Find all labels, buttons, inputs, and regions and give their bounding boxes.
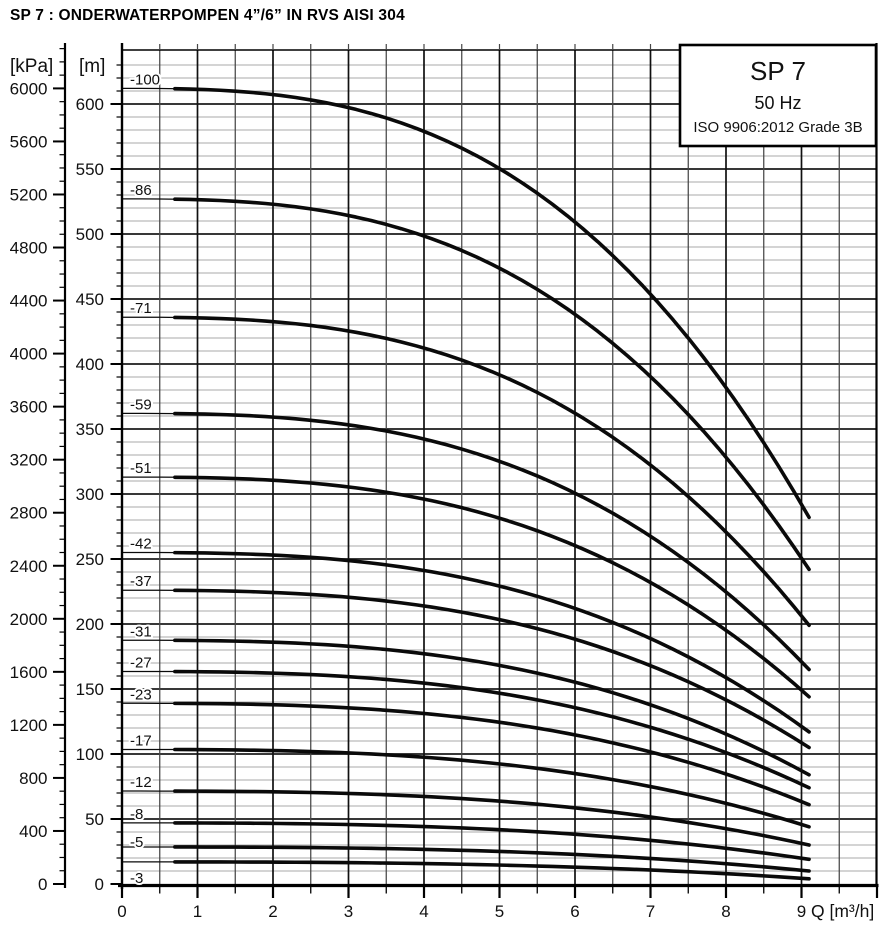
curve-label--12: -12 — [130, 774, 152, 791]
head-tick-label-0: 0 — [95, 875, 104, 894]
tick-labels: 0501001502002503003504004505005506000400… — [10, 79, 807, 921]
pump-curve--12 — [173, 789, 811, 847]
flow-tick-label-0: 0 — [117, 902, 126, 921]
flow-tick-label-5: 5 — [495, 902, 504, 921]
flow-tick-label-8: 8 — [721, 902, 730, 921]
pump-curves — [121, 86, 811, 881]
pressure-axis-unit-label: [kPa] — [10, 56, 53, 77]
pump-curve--59 — [173, 411, 811, 672]
info-box-standard: ISO 9906:2012 Grade 3B — [693, 119, 862, 136]
head-tick-label-200: 200 — [76, 615, 104, 634]
head-tick-label-300: 300 — [76, 485, 104, 504]
flow-tick-label-2: 2 — [268, 902, 277, 921]
curve-label--5: -5 — [130, 834, 143, 851]
head-tick-label-50: 50 — [85, 810, 104, 829]
pump-curve--100 — [173, 86, 811, 520]
info-box-model: SP 7 — [750, 56, 806, 86]
pressure-tick-label-6000: 6000 — [10, 79, 48, 98]
curve-label--37: -37 — [130, 573, 152, 590]
curve-label--59: -59 — [130, 396, 152, 413]
pump-curve--71 — [173, 315, 811, 628]
curve-label--23: -23 — [130, 686, 152, 703]
flow-tick-label-4: 4 — [419, 902, 428, 921]
pump-curve--5 — [173, 845, 811, 873]
pump-curve--31 — [173, 638, 811, 777]
pressure-tick-label-1200: 1200 — [10, 716, 48, 735]
pressure-tick-label-3200: 3200 — [10, 451, 48, 470]
head-tick-label-600: 600 — [76, 95, 104, 114]
head-tick-label-450: 450 — [76, 290, 104, 309]
curve-label--8: -8 — [130, 806, 143, 823]
curve-labels: -100 -86 -71 -59 -51 -42 -37 -31 -27 -23 -17 -12 -8 -… — [128, 69, 162, 889]
pressure-tick-label-2400: 2400 — [10, 557, 48, 576]
head-axis-unit-label: [m] — [79, 56, 105, 77]
pressure-tick-label-4400: 4400 — [10, 292, 48, 311]
axes-and-ticks — [53, 43, 879, 898]
curve-label--3: -3 — [130, 870, 143, 887]
pump-curve--37 — [173, 588, 811, 750]
curve-label--42: -42 — [130, 536, 152, 553]
pressure-tick-label-1600: 1600 — [10, 663, 48, 682]
head-tick-label-100: 100 — [76, 745, 104, 764]
pressure-tick-label-5200: 5200 — [10, 185, 48, 204]
pump-curve--3 — [173, 860, 811, 881]
curve-label--17: -17 — [130, 732, 152, 749]
flow-tick-label-7: 7 — [646, 902, 655, 921]
curve-label--27: -27 — [130, 654, 152, 671]
head-tick-label-500: 500 — [76, 225, 104, 244]
pump-curve--23 — [173, 701, 811, 807]
curve-label--31: -31 — [130, 623, 152, 640]
curve-label--86: -86 — [130, 182, 152, 199]
flow-tick-label-1: 1 — [193, 902, 202, 921]
flow-tick-label-3: 3 — [344, 902, 353, 921]
pressure-tick-label-4800: 4800 — [10, 239, 48, 258]
head-tick-label-400: 400 — [76, 355, 104, 374]
flow-tick-label-9: 9 — [797, 902, 806, 921]
pressure-tick-label-3600: 3600 — [10, 398, 48, 417]
pressure-tick-label-5600: 5600 — [10, 132, 48, 151]
info-box: SP 7 50 Hz ISO 9906:2012 Grade 3B — [678, 43, 878, 148]
curve-label--51: -51 — [130, 460, 152, 477]
flow-axis-unit-label: Q [m³/h] — [811, 901, 874, 921]
pressure-tick-label-4000: 4000 — [10, 345, 48, 364]
pressure-tick-label-2800: 2800 — [10, 504, 48, 523]
page-title: SP 7 : ONDERWATERPOMPEN 4”/6” IN RVS AIS… — [10, 7, 405, 24]
flow-tick-label-6: 6 — [570, 902, 579, 921]
info-box-frequency: 50 Hz — [754, 93, 801, 113]
curve-label--71: -71 — [130, 300, 152, 317]
pump-curve--27 — [173, 669, 811, 790]
head-tick-label-150: 150 — [76, 680, 104, 699]
head-tick-label-550: 550 — [76, 160, 104, 179]
info-box-frame — [678, 43, 878, 148]
pump-curve--51 — [173, 475, 811, 699]
pressure-tick-label-0: 0 — [38, 875, 47, 894]
pressure-tick-label-400: 400 — [19, 822, 47, 841]
pump-curve--86 — [173, 197, 811, 572]
pump-curve--17 — [173, 747, 811, 829]
pump-curve--8 — [173, 821, 811, 862]
curve-label--100: -100 — [130, 71, 160, 88]
grid-lines — [122, 50, 877, 886]
pump-curve--42 — [173, 550, 811, 734]
pressure-tick-label-800: 800 — [19, 769, 47, 788]
pressure-tick-label-2000: 2000 — [10, 610, 48, 629]
head-tick-label-350: 350 — [76, 420, 104, 439]
head-tick-label-250: 250 — [76, 550, 104, 569]
